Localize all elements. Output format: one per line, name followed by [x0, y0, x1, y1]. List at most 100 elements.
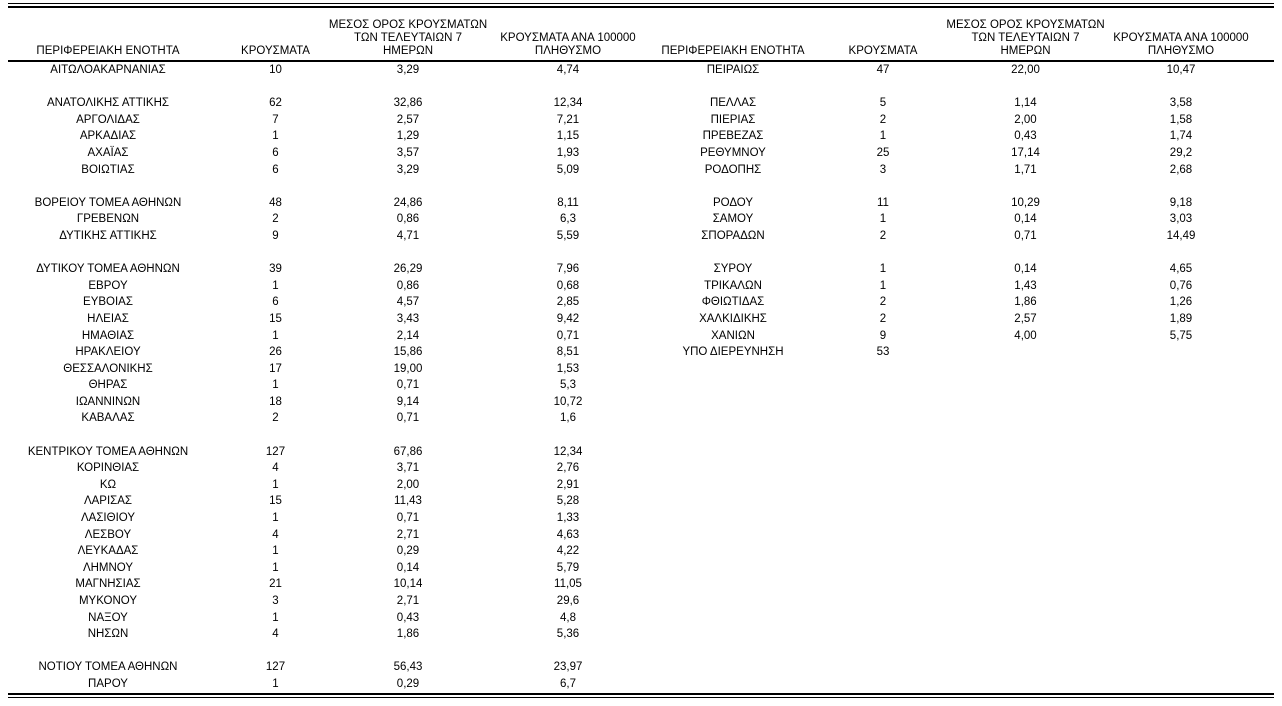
table-row: ΔΥΤΙΚΗΣ ΑΤΤΙΚΗΣ 9 4,71 5,59 ΣΠΟΡΑΔΩΝ 2 0,71 14,… [8, 228, 1274, 245]
header-region-right: ΠΕΡΙΦΕΡΕΙΑΚΗ ΕΝΟΤΗΤΑ [661, 45, 804, 60]
cell-per100k-left: 10,72 [553, 395, 583, 408]
header-per100k-right-label: ΚΡΟΥΣΜΑΤΑ ΑΝΑ 100000 ΠΛΗΘΥΣΜΟ [1113, 32, 1249, 57]
table-row: ΗΡΑΚΛΕΙΟΥ 26 15,86 8,51 ΥΠΟ ΔΙΕΡΕΥΝΗΣΗ 53 [8, 344, 1274, 361]
cell-avg7-left: 1,86 [396, 628, 420, 641]
cell-avg7-left: 10,14 [393, 578, 423, 591]
cell-per100k-right: 10,47 [1166, 64, 1196, 76]
cell-avg7-left: 0,71 [396, 512, 420, 525]
cell-cases-right: 3 [879, 163, 887, 176]
cell-per100k-left: 7,96 [556, 263, 580, 276]
cell-cases-left: 6 [272, 146, 279, 159]
cell-avg7-left: 15,86 [393, 346, 423, 359]
cell-per100k-right: 1,74 [1169, 130, 1193, 143]
cell-per100k-left: 23,97 [553, 661, 583, 674]
cell-per100k-right: 9,18 [1169, 196, 1193, 209]
table-row [8, 245, 1274, 262]
header-avg7-left: ΜΕΣΟΣ ΟΡΟΣ ΚΡΟΥΣΜΑΤΩΝ ΤΩΝ ΤΕΛΕΥΤΑΙΩΝ 7 Η… [329, 19, 487, 60]
cell-cases-right: 2 [879, 113, 887, 126]
cell-avg7-left: 56,43 [393, 661, 423, 674]
cell-region-right: ΣΑΜΟΥ [712, 213, 754, 226]
cell-avg7-left: 0,86 [396, 213, 420, 226]
cell-per100k-left: 1,53 [556, 362, 580, 375]
cell-cases-left: 21 [269, 578, 282, 591]
cell-region-left: ΚΩ [99, 478, 117, 491]
cell-cases-left: 1 [272, 677, 279, 690]
table-row: ΗΜΑΘΙΑΣ 1 2,14 0,71 ΧΑΝΙΩΝ 9 4,00 5,75 [8, 328, 1274, 345]
table-row: ΑΙΤΩΛΟΑΚΑΡΝΑΝΙΑΣ 10 3,29 4,74 ΠΕΙΡΑΙΩΣ 47 22,0… [8, 62, 1274, 79]
cell-per100k-left: 12,34 [553, 97, 583, 110]
cell-avg7-left: 4,71 [396, 229, 420, 242]
cell-per100k-right: 5,75 [1169, 329, 1193, 342]
cell-avg7-left: 3,71 [396, 462, 420, 475]
cell-region-right: ΧΑΛΚΙΔΙΚΗΣ [699, 312, 767, 325]
header-per100k-left-label: ΚΡΟΥΣΜΑΤΑ ΑΝΑ 100000 ΠΛΗΘΥΣΜΟ [500, 32, 636, 57]
cell-per100k-right: 3,58 [1169, 97, 1193, 110]
table-row: ΚΕΝΤΡΙΚΟΥ ΤΟΜΕΑ ΑΘΗΝΩΝ 127 67,86 12,34 [8, 444, 1274, 461]
cell-avg7-left: 9,14 [396, 395, 420, 408]
table-row [8, 178, 1274, 195]
cell-cases-left: 6 [272, 163, 279, 176]
cell-cases-left: 1 [272, 611, 279, 624]
cell-avg7-right: 4,00 [1014, 329, 1037, 342]
cell-cases-right: 11 [877, 196, 889, 209]
cell-cases-left: 39 [269, 263, 282, 276]
cell-avg7-right: 1,86 [1014, 296, 1037, 309]
cell-avg7-left: 2,71 [396, 595, 420, 607]
cell-avg7-left: 11,43 [394, 495, 422, 508]
cell-region-left: ΜΑΓΝΗΣΙΑΣ [75, 578, 141, 591]
cell-per100k-left: 4,74 [556, 64, 580, 76]
table-row: ΑΡΚΑΔΙΑΣ 1 1,29 1,15 ΠΡΕΒΕΖΑΣ 1 0,43 1,74 [8, 128, 1274, 145]
cell-cases-left: 4 [272, 628, 279, 641]
cell-per100k-right: 1,58 [1169, 113, 1193, 126]
cell-cases-left: 1 [272, 512, 279, 525]
table-row: ΚΩ 1 2,00 2,91 [8, 477, 1274, 494]
header-cases-left: ΚΡΟΥΣΜΑΤΑ [208, 45, 343, 60]
cell-region-left: ΘΕΣΣΑΛΟΝΙΚΗΣ [63, 362, 153, 375]
cell-avg7-right: 1,14 [1014, 97, 1037, 110]
cell-cases-right: 9 [879, 329, 887, 342]
table-row: ΕΥΒΟΙΑΣ 6 4,57 2,85 ΦΘΙΩΤΙΔΑΣ 2 1,86 1,26 [8, 294, 1274, 311]
cell-per100k-left: 29,6 [556, 595, 580, 607]
table-row: ΛΑΣΙΘΙΟΥ 1 0,71 1,33 [8, 510, 1274, 527]
cell-cases-left: 48 [269, 196, 282, 209]
top-border-rule [8, 3, 1274, 8]
cell-region-left: ΛΕΥΚΑΔΑΣ [77, 545, 139, 558]
table-row: ΚΟΡΙΝΘΙΑΣ 4 3,71 2,76 [8, 460, 1274, 477]
cell-region-right: ΠΙΕΡΙΑΣ [710, 113, 756, 126]
cell-avg7-right: 10,29 [1011, 196, 1040, 209]
table-row: ΕΒΡΟΥ 1 0,86 0,68 ΤΡΙΚΑΛΩΝ 1 1,43 0,76 [8, 278, 1274, 295]
cell-region-right: ΧΑΝΙΩΝ [711, 329, 755, 342]
cell-cases-right: 1 [879, 130, 887, 143]
cell-avg7-right: 1,43 [1014, 279, 1037, 292]
cell-avg7-left: 0,71 [396, 379, 420, 392]
cell-cases-left: 1 [272, 329, 279, 342]
header-avg7-right: ΜΕΣΟΣ ΟΡΟΣ ΚΡΟΥΣΜΑΤΩΝ ΤΩΝ ΤΕΛΕΥΤΑΙΩΝ 7 Η… [946, 19, 1104, 60]
cell-cases-left: 1 [272, 130, 279, 143]
cell-avg7-left: 26,29 [393, 263, 423, 276]
cell-per100k-left: 0,68 [556, 279, 580, 292]
table-row: ΠΑΡΟΥ 1 0,29 6,7 [8, 676, 1274, 693]
cell-cases-left: 18 [269, 395, 282, 408]
cell-per100k-left: 0,71 [556, 329, 580, 342]
cell-per100k-right: 29,2 [1169, 146, 1193, 159]
cell-per100k-left: 6,3 [560, 213, 576, 226]
cell-per100k-left: 2,85 [556, 296, 580, 309]
cell-per100k-left: 8,11 [557, 196, 579, 209]
cell-cases-left: 17 [269, 362, 282, 375]
table-row: ΝΗΣΩΝ 4 1,86 5,36 [8, 626, 1274, 643]
cell-cases-left: 9 [272, 229, 279, 242]
cell-per100k-right: 4,65 [1169, 263, 1193, 276]
table-row: ΘΗΡΑΣ 1 0,71 5,3 [8, 377, 1274, 394]
cell-per100k-right: 1,89 [1169, 312, 1193, 325]
cell-per100k-right: 2,68 [1169, 163, 1193, 176]
cell-per100k-left: 9,42 [556, 312, 580, 325]
cell-avg7-left: 24,86 [393, 196, 423, 209]
table-row: ΑΧΑΪΑΣ 6 3,57 1,93 ΡΕΘΥΜΝΟΥ 25 17,14 29,2 [8, 145, 1274, 162]
cell-cases-right: 1 [879, 279, 887, 292]
cell-cases-right: 2 [879, 312, 887, 325]
table-row: ΛΕΣΒΟΥ 4 2,71 4,63 [8, 527, 1274, 544]
cell-region-left: ΑΙΤΩΛΟΑΚΑΡΝΑΝΙΑΣ [50, 64, 166, 76]
cell-avg7-left: 0,86 [396, 279, 420, 292]
cell-cases-right: 53 [876, 346, 890, 359]
cell-region-right: ΡΟΔΟΥ [712, 196, 754, 209]
